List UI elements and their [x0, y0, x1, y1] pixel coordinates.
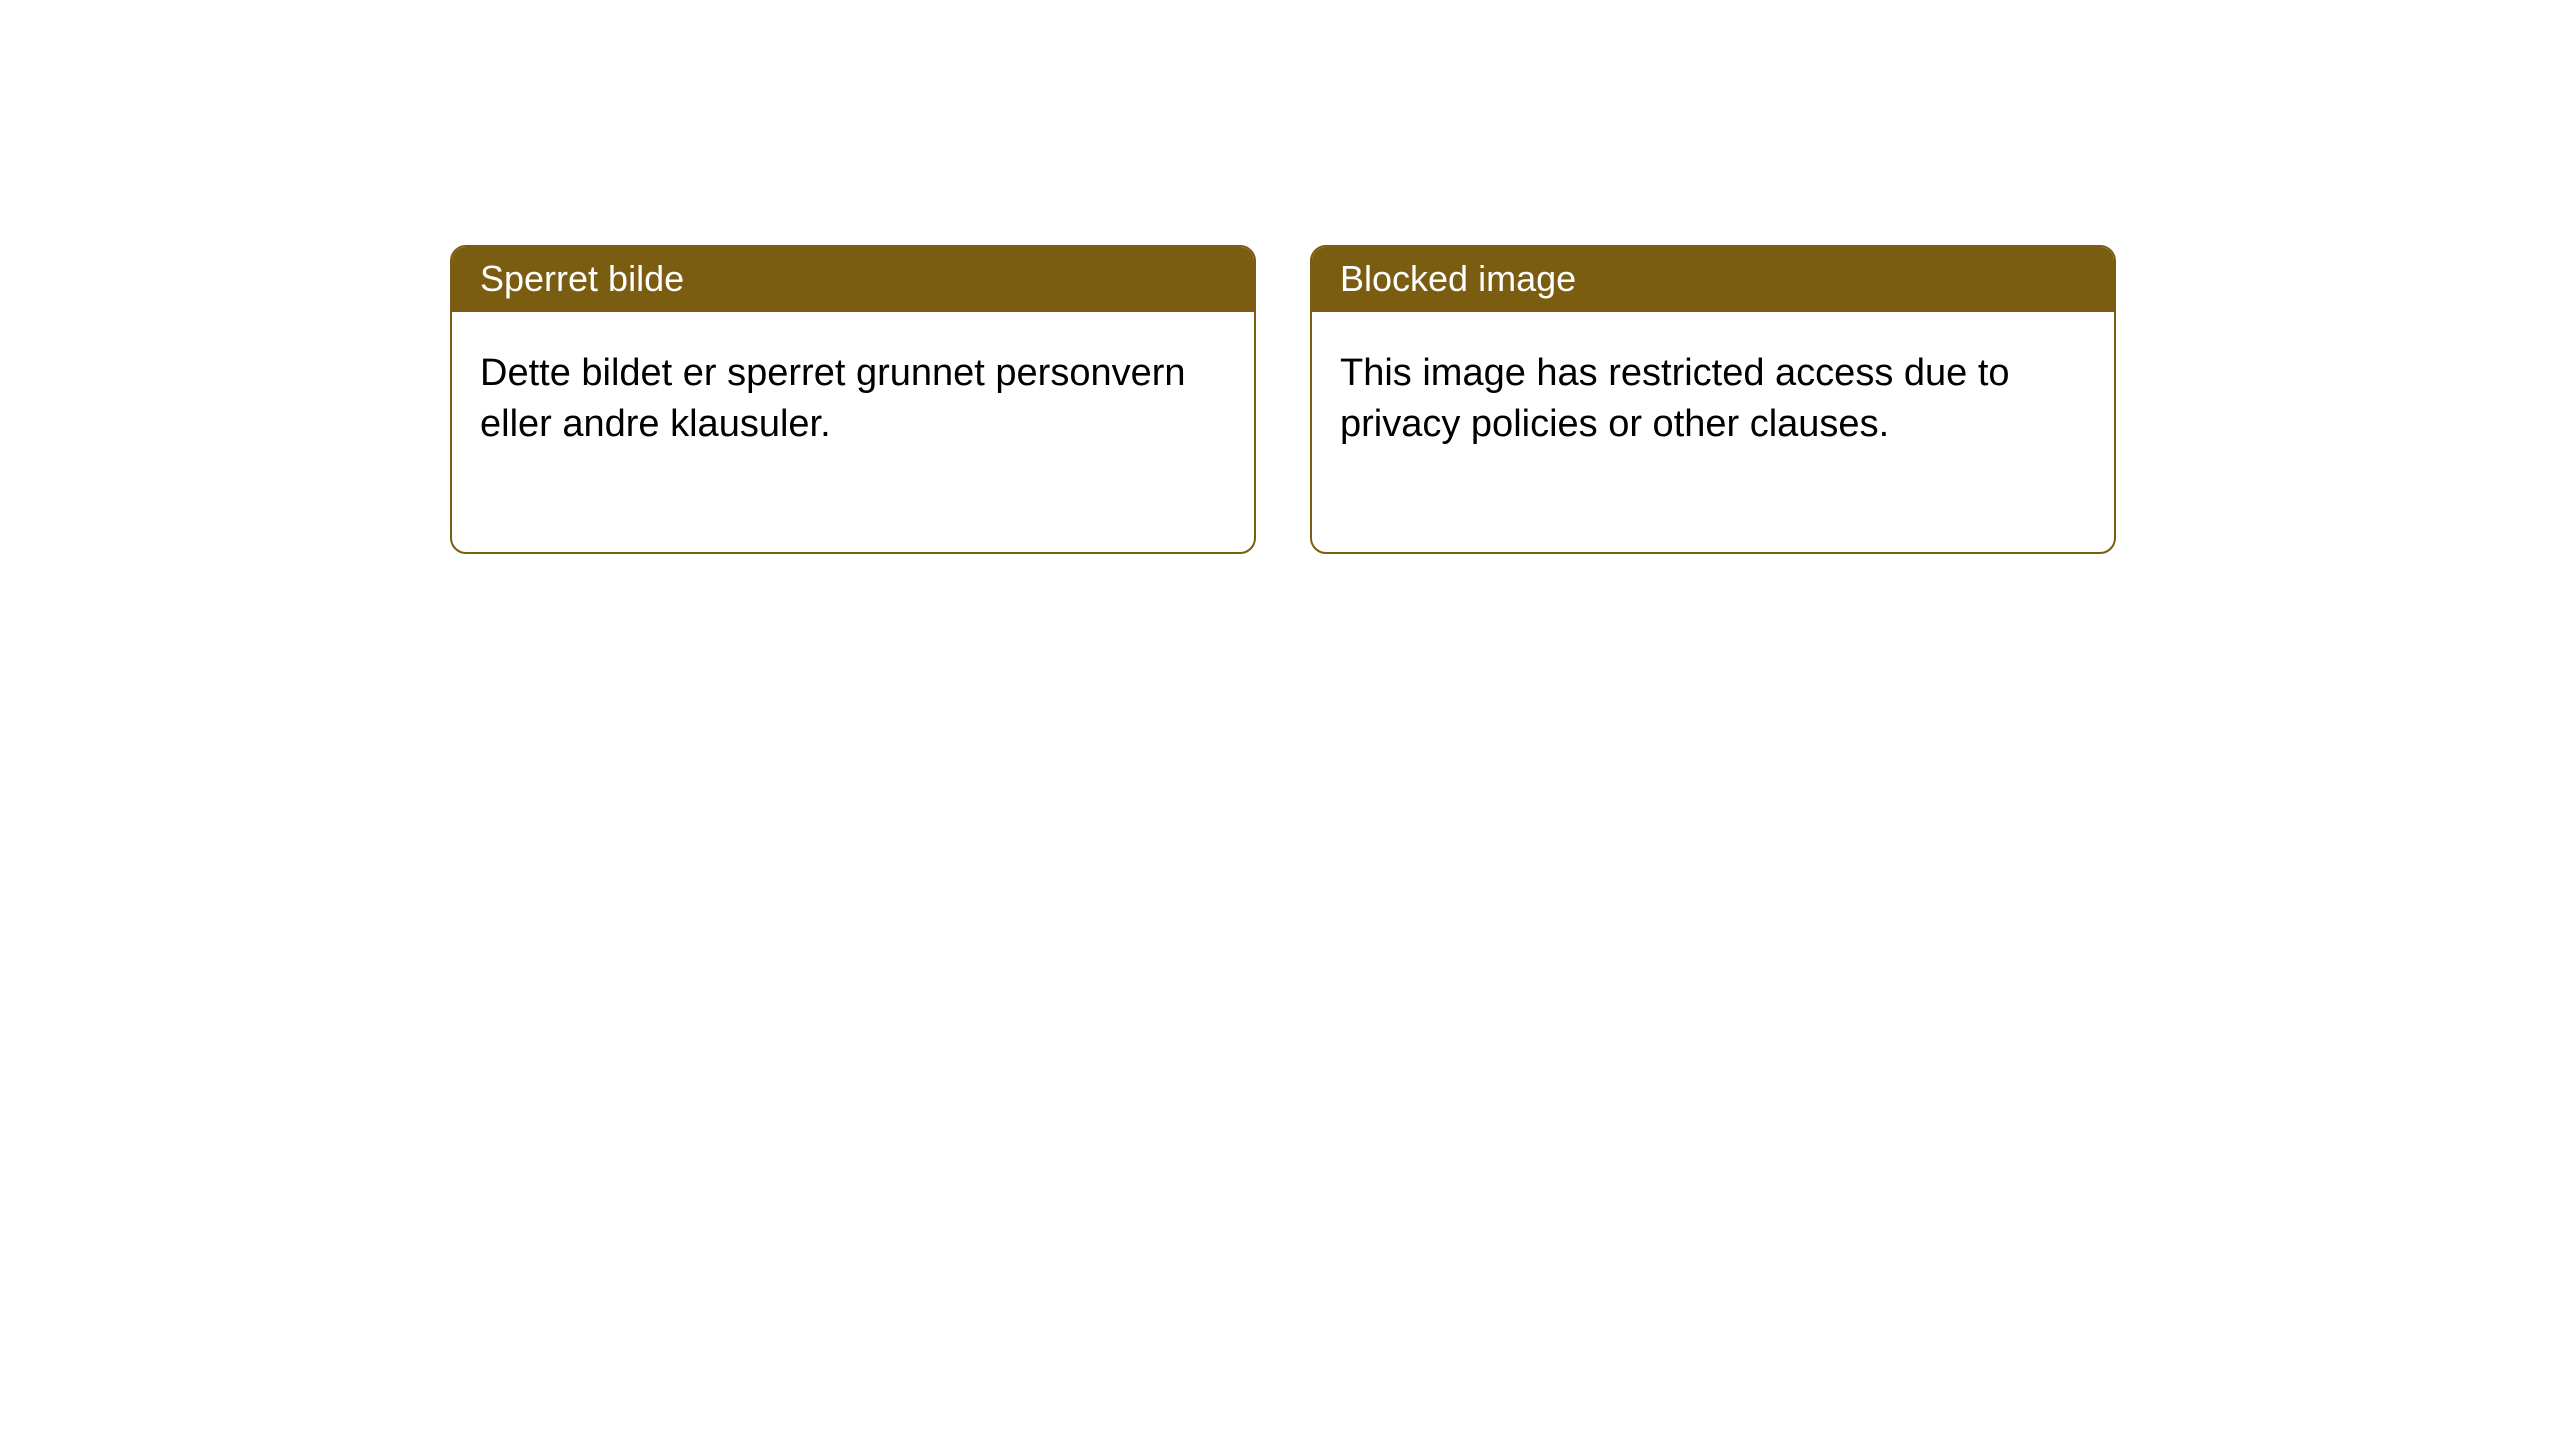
notice-card-no: Sperret bilde Dette bildet er sperret gr…	[450, 245, 1256, 554]
notice-body-en: This image has restricted access due to …	[1312, 312, 2114, 552]
notice-card-en: Blocked image This image has restricted …	[1310, 245, 2116, 554]
notice-header-en: Blocked image	[1312, 247, 2114, 312]
notice-container: Sperret bilde Dette bildet er sperret gr…	[0, 0, 2560, 554]
notice-body-no: Dette bildet er sperret grunnet personve…	[452, 312, 1254, 552]
notice-header-no: Sperret bilde	[452, 247, 1254, 312]
